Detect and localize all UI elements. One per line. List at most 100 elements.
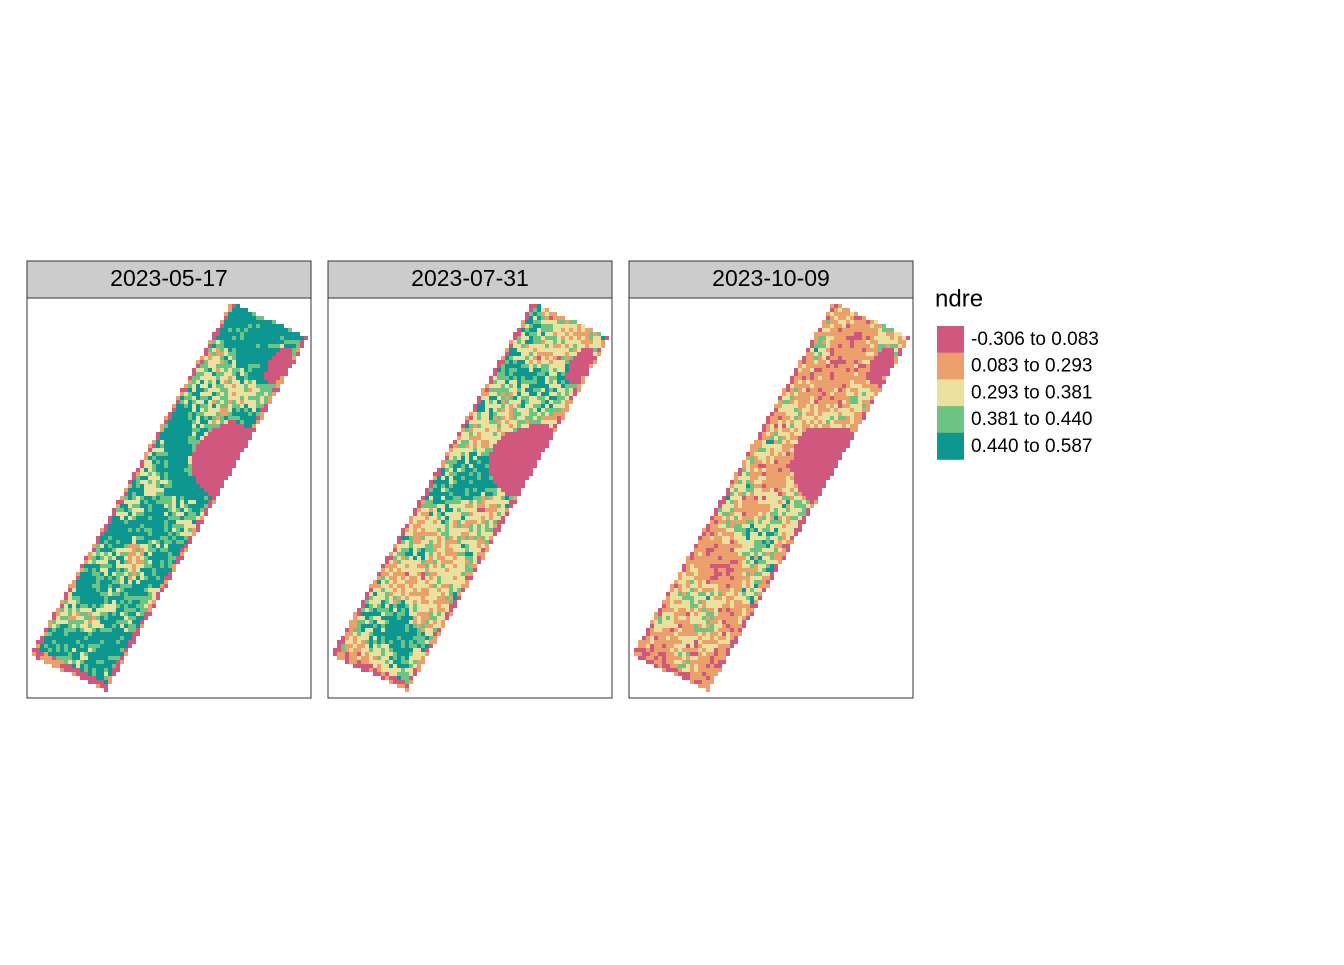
raster-cell	[128, 620, 132, 624]
raster-cell	[469, 444, 473, 448]
raster-cell	[461, 552, 465, 556]
raster-cell	[858, 372, 862, 376]
raster-cell	[874, 348, 878, 352]
raster-cell	[457, 468, 461, 472]
raster-cell	[96, 584, 100, 588]
raster-cell	[104, 668, 108, 672]
raster-cell	[541, 352, 545, 356]
raster-cell	[497, 392, 501, 396]
raster-cell	[533, 360, 537, 364]
raster-cell	[152, 520, 156, 524]
raster-cell	[268, 380, 272, 384]
raster-cell	[445, 500, 449, 504]
raster-cell	[457, 580, 461, 584]
raster-cell	[778, 424, 782, 428]
raster-cell	[104, 532, 108, 536]
raster-cell	[168, 468, 172, 472]
raster-cell	[445, 488, 449, 492]
raster-cell	[164, 444, 168, 448]
raster-cell	[477, 436, 481, 440]
raster-cell	[453, 500, 457, 504]
raster-cell	[212, 408, 216, 412]
raster-cell	[192, 428, 196, 432]
raster-cell	[204, 364, 208, 368]
raster-cell	[377, 584, 381, 588]
raster-cell	[236, 424, 240, 428]
raster-cell	[108, 560, 112, 564]
raster-cell	[252, 332, 256, 336]
raster-cell	[545, 348, 549, 352]
raster-cell	[224, 408, 228, 412]
raster-cell	[385, 572, 389, 576]
raster-cell	[517, 452, 521, 456]
raster-cell	[132, 592, 136, 596]
raster-cell	[405, 676, 409, 680]
raster-cell	[866, 376, 870, 380]
raster-cell	[393, 584, 397, 588]
raster-cell	[401, 584, 405, 588]
raster-cell	[96, 600, 100, 604]
raster-cell	[505, 484, 509, 488]
raster-cell	[120, 640, 124, 644]
raster-cell	[798, 372, 802, 376]
raster-cell	[489, 428, 493, 432]
raster-cell	[397, 640, 401, 644]
raster-cell	[248, 432, 252, 436]
raster-cell	[529, 316, 533, 320]
raster-cell	[184, 392, 188, 396]
raster-cell	[108, 612, 112, 616]
raster-cell	[188, 392, 192, 396]
raster-cell	[252, 372, 256, 376]
raster-cell	[433, 596, 437, 600]
raster-cell	[421, 612, 425, 616]
raster-cell	[204, 420, 208, 424]
raster-cell	[541, 416, 545, 420]
raster-cell	[489, 400, 493, 404]
raster-cell	[220, 336, 224, 340]
raster-cell	[441, 544, 445, 548]
raster-cell	[224, 424, 228, 428]
raster-cell	[204, 376, 208, 380]
raster-cell	[160, 440, 164, 444]
raster-cell	[850, 360, 854, 364]
raster-cell	[577, 324, 581, 328]
raster-cell	[60, 644, 64, 648]
raster-cell	[256, 328, 260, 332]
raster-cell	[441, 504, 445, 508]
raster-cell	[220, 468, 224, 472]
raster-cell	[200, 412, 204, 416]
raster-cell	[228, 304, 232, 308]
raster-cell	[128, 488, 132, 492]
raster-cell	[373, 620, 377, 624]
raster-cell	[112, 564, 116, 568]
raster-cell	[810, 424, 814, 428]
raster-cell	[148, 544, 152, 548]
raster-cell	[469, 540, 473, 544]
raster-cell	[88, 664, 92, 668]
raster-cell	[104, 660, 108, 664]
raster-cell	[144, 564, 148, 568]
raster-cell	[92, 656, 96, 660]
raster-cell	[513, 376, 517, 380]
raster-cell	[878, 360, 882, 364]
raster-cell	[846, 380, 850, 384]
raster-cell	[521, 324, 525, 328]
raster-cell	[505, 492, 509, 496]
raster-cell	[204, 484, 208, 488]
raster-cell	[196, 504, 200, 508]
raster-cell	[200, 420, 204, 424]
raster-cell	[216, 476, 220, 480]
raster-cell	[236, 448, 240, 452]
raster-cell	[513, 412, 517, 416]
raster-cell	[164, 516, 168, 520]
raster-cell	[128, 628, 132, 632]
raster-cell	[232, 360, 236, 364]
raster-cell	[545, 312, 549, 316]
raster-cell	[240, 440, 244, 444]
raster-cell	[429, 576, 433, 580]
raster-cell	[409, 516, 413, 520]
raster-cell	[148, 500, 152, 504]
raster-cell	[124, 548, 128, 552]
raster-cell	[172, 556, 176, 560]
raster-cell	[144, 596, 148, 600]
